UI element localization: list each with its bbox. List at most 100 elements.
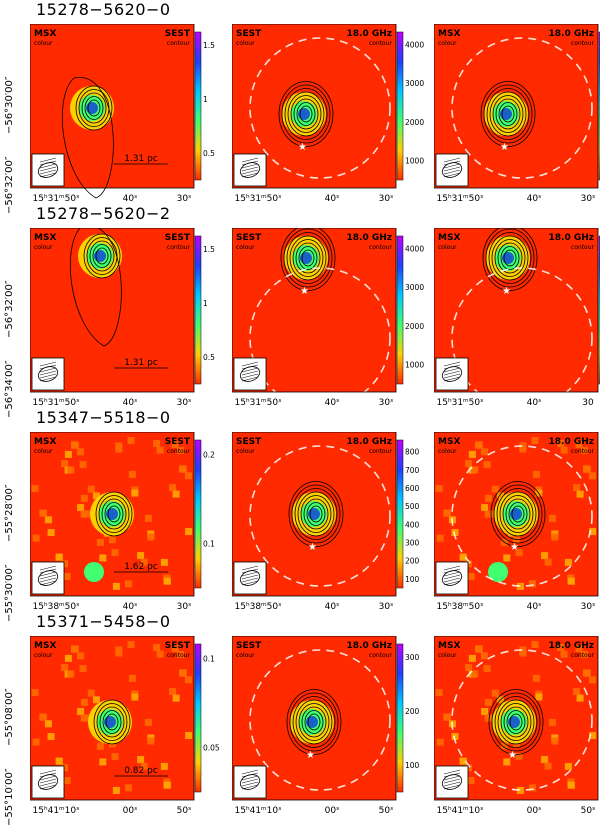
beam-box: [233, 765, 267, 799]
contour-line: [284, 88, 328, 140]
map-pixel: [436, 534, 444, 542]
ra-tick-label: 30ˢ: [379, 602, 394, 612]
map-frame: [232, 228, 397, 393]
source-peak: [86, 102, 98, 114]
map-pixel: [55, 553, 63, 561]
contour-word-label: contour: [571, 40, 595, 47]
beam-box: [31, 561, 65, 595]
map-pixel: [484, 698, 492, 706]
colorbar-tick-label: 600: [405, 484, 420, 493]
ra-tick-label: 40ˢ: [527, 194, 542, 204]
map-pixel: [459, 757, 467, 765]
map-pixel: [92, 492, 100, 500]
contour-telescope-label: SEST: [165, 29, 191, 39]
contour-outline: [61, 77, 114, 199]
beam-hatch: [241, 367, 259, 373]
map-pixel: [483, 461, 491, 469]
map-pixel: [137, 552, 145, 560]
contour-line: [289, 235, 327, 281]
contour-line: [287, 91, 325, 137]
colour-telescope-label: MSX: [438, 641, 460, 651]
beam-hatch: [39, 775, 57, 781]
contour-telescope-label: 18.0 GHz: [549, 29, 595, 39]
beam-hatch: [39, 574, 57, 580]
map-pixel: [480, 448, 488, 456]
ra-tick-label: 30ˢ: [581, 194, 596, 204]
beam-hatch: [443, 157, 461, 163]
contour-telescope-label: 18.0 GHz: [347, 233, 393, 243]
colorbar-tick-label: 100: [405, 575, 420, 584]
map-pixel: [589, 732, 597, 740]
beam-hatch: [443, 778, 461, 784]
contour-line: [286, 689, 342, 755]
map-pixel: [47, 529, 55, 537]
beam-hatch: [443, 574, 461, 580]
map-pixel: [503, 554, 511, 562]
map-pixel: [179, 669, 187, 677]
contour-telescope-label: 18.0 GHz: [347, 29, 393, 39]
beam-hatch: [241, 370, 259, 376]
map-frame: [30, 432, 195, 597]
source-peak: [298, 108, 310, 120]
map-pixel: [71, 441, 79, 449]
scale-bar-label: 0.82 pc: [124, 766, 158, 776]
beam-hatch: [241, 160, 259, 166]
map-pixel: [124, 580, 132, 588]
map-pixel: [144, 514, 152, 522]
contour-line: [84, 96, 104, 120]
ra-tick-label: 40ˢ: [325, 602, 340, 612]
colorbar-tick-label: 1.5: [203, 245, 215, 254]
map-pixel: [548, 514, 556, 522]
map-pixel: [557, 440, 565, 448]
beam-box: [435, 561, 469, 595]
map-pixel: [115, 649, 123, 657]
contour-line: [298, 246, 318, 270]
map-pixel: [44, 720, 52, 728]
map-pixel: [127, 641, 135, 649]
contour-word-label: contour: [167, 40, 191, 47]
beam-hatch: [241, 784, 259, 790]
map-pixel: [535, 693, 543, 701]
colorbar: [396, 31, 404, 181]
map-pixel: [471, 670, 479, 678]
beam-hatch: [39, 772, 57, 778]
map-pixel: [528, 784, 536, 792]
map-pixel: [144, 718, 152, 726]
source-peak: [300, 252, 312, 264]
colorbar-tick-label: 4000: [405, 244, 424, 253]
map-pixel: [44, 516, 52, 524]
colour-word-label: colour: [34, 652, 53, 659]
contour-line: [497, 699, 535, 745]
map-panel: ★ SEST colour 18.0 GHz contour 15ʰ31ᵐ50ˢ 40ˢ 30…: [232, 228, 436, 414]
beam-hatch: [39, 376, 57, 382]
beam-hatch: [443, 577, 461, 583]
beam-hatch: [443, 163, 461, 169]
beam-hatch: [241, 580, 259, 586]
map-pixel: [465, 664, 473, 672]
contour-line: [104, 502, 124, 526]
map-pixel: [77, 504, 85, 512]
colour-word-label: colour: [438, 448, 457, 455]
beam-box: [435, 153, 469, 187]
beam-hatch: [443, 775, 461, 781]
contour-line: [107, 505, 121, 523]
primary-beam-circle: [451, 649, 593, 791]
contour-line: [95, 247, 109, 265]
contour-line: [303, 498, 329, 530]
ra-tick-label: 15ʰ31ᵐ50ˢ: [33, 194, 80, 204]
star-marker-icon: ★: [500, 142, 509, 153]
contour-line: [93, 699, 131, 745]
contour-line: [299, 105, 313, 123]
colour-telescope-label: MSX: [438, 437, 460, 447]
map-pixel: [496, 492, 504, 500]
map-panel: ★ SEST colour 18.0 GHz contour 15ʰ38ᵐ50ˢ 40ˢ 30…: [232, 432, 436, 618]
beam-box: [31, 765, 65, 799]
colorbar-tick-label: 700: [405, 466, 420, 475]
map-pixel: [491, 689, 499, 697]
ra-tick-label: 40ˢ: [123, 602, 138, 612]
map-pixel: [39, 509, 47, 517]
contour-telescope-label: 18.0 GHz: [549, 437, 595, 447]
map-pixel: [64, 654, 72, 662]
map-pixel: [576, 694, 584, 702]
